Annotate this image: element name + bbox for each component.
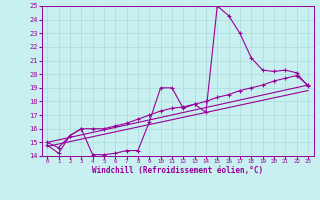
X-axis label: Windchill (Refroidissement éolien,°C): Windchill (Refroidissement éolien,°C) [92, 166, 263, 175]
